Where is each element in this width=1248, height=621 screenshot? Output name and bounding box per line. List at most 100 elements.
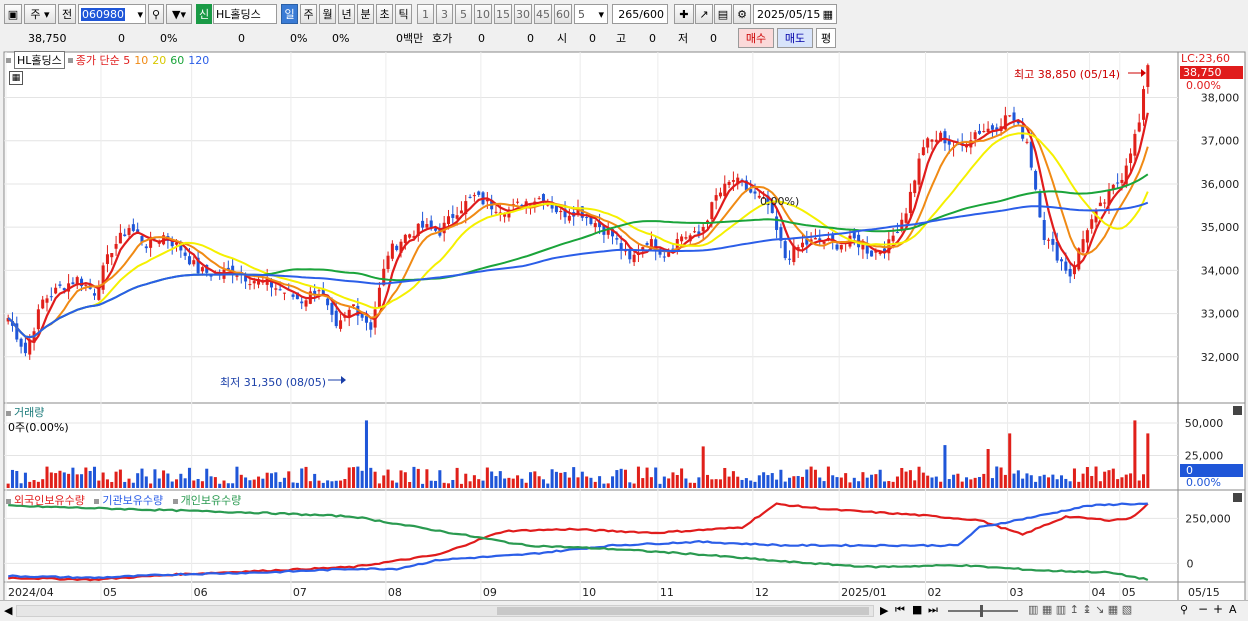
x-tick-label: 10 — [582, 586, 596, 599]
candle-body — [710, 202, 714, 220]
minute-option-45[interactable]: 45 — [534, 4, 552, 24]
candle-body — [874, 250, 878, 253]
volume-bar — [507, 477, 511, 488]
eval-button[interactable]: 평 — [816, 28, 836, 48]
minute-option-3[interactable]: 3 — [436, 4, 453, 24]
volume-bar — [434, 480, 438, 488]
period-tab-day[interactable]: 일 — [281, 4, 298, 24]
candle-body — [671, 248, 675, 250]
date-field[interactable]: 2025/05/15 ▦ — [753, 4, 837, 24]
zoom-out-icon[interactable]: − — [1198, 602, 1209, 616]
volume-bar — [697, 477, 701, 488]
speaker-icon[interactable]: ▼▾ — [166, 4, 192, 24]
volume-bar — [809, 466, 813, 488]
chart-menu-icon[interactable]: ▣ — [4, 4, 22, 24]
period-tab-year[interactable]: 년 — [338, 4, 355, 24]
scroll-right-icon[interactable]: ▶ — [880, 604, 889, 617]
volume-bar — [658, 483, 662, 488]
prev-button[interactable]: 전 — [58, 4, 76, 24]
volume-bar — [10, 469, 14, 488]
candle-body — [352, 304, 356, 306]
holding-close-icon[interactable] — [1233, 493, 1242, 502]
volume-bar — [321, 482, 325, 488]
gear-icon[interactable]: ⚙ — [733, 4, 751, 24]
volume-bar — [779, 469, 783, 488]
stock-name-legend[interactable]: HL홀딩스 — [14, 51, 65, 69]
stock-chart[interactable]: 32,000 33,000 34,000 35,000 36,000 37,000 38,0… — [0, 50, 1248, 621]
candle-body — [757, 195, 761, 198]
volume-bar — [425, 469, 429, 488]
ma5-line — [7, 112, 1149, 344]
grid-toggle-icon[interactable]: ▦ — [9, 71, 23, 85]
volume-bar — [632, 483, 636, 488]
volume-bar — [541, 479, 545, 488]
volume-bar — [157, 478, 161, 488]
volume-bar — [537, 476, 541, 488]
volume-bar — [943, 445, 947, 488]
candle-body — [1137, 122, 1141, 132]
text-size-icon[interactable]: A — [1229, 603, 1237, 616]
buy-button[interactable]: 매수 — [738, 28, 774, 48]
play-next-icon[interactable]: ⏭ — [928, 603, 938, 616]
volume-bar — [654, 467, 658, 488]
scrollbar-thumb[interactable] — [497, 607, 869, 615]
save-icon[interactable]: ▤ — [714, 4, 732, 24]
minute-option-30[interactable]: 30 — [514, 4, 532, 24]
interval-select[interactable]: 5 ▾ — [574, 4, 608, 24]
period-type-select[interactable]: 주 ▾ — [24, 4, 56, 24]
minute-option-5[interactable]: 5 — [455, 4, 472, 24]
scrollbar-track[interactable] — [16, 605, 874, 617]
layout-icon[interactable]: ▥ ▦ ▥ ↥ ↨ ↘ ▦ ▧ — [1028, 603, 1133, 616]
candle-body — [882, 248, 887, 252]
period-tab-minute[interactable]: 분 — [357, 4, 374, 24]
stop-icon[interactable]: ■ — [912, 603, 923, 616]
scroll-left-icon[interactable]: ◀ — [4, 604, 13, 617]
volume-current: 0주(0.00%) — [8, 421, 69, 434]
volume-bar — [684, 478, 688, 488]
period-tab-second[interactable]: 초 — [376, 4, 393, 24]
minute-option-10[interactable]: 10 — [474, 4, 492, 24]
minute-option-15[interactable]: 15 — [494, 4, 512, 24]
quote-change: 0 — [118, 31, 125, 45]
zoom-thumb[interactable] — [980, 605, 983, 617]
candle-body — [1021, 126, 1025, 139]
individual-legend: 개인보유수량 — [180, 494, 242, 507]
period-tab-tick[interactable]: 틱 — [395, 4, 412, 24]
period-tab-week[interactable]: 주 — [300, 4, 317, 24]
volume-close-icon[interactable] — [1233, 406, 1242, 415]
stock-name-field[interactable]: HL홀딩스 — [213, 4, 277, 24]
search-icon[interactable]: ⚲ — [148, 4, 164, 24]
tool-icon[interactable]: ↗ — [695, 4, 713, 24]
candle-body — [1111, 184, 1115, 190]
candle-body — [196, 257, 200, 274]
candle-body — [28, 339, 32, 355]
volume-bar — [382, 475, 386, 488]
crosshair-icon[interactable]: ✚ — [674, 4, 694, 24]
volume-legend: 거래량 — [6, 404, 44, 420]
volume-bar — [468, 481, 472, 488]
volume-bar — [913, 480, 917, 488]
minute-option-60[interactable]: 60 — [554, 4, 572, 24]
volume-bar — [1077, 481, 1081, 488]
period-tab-month[interactable]: 월 — [319, 4, 336, 24]
chevron-down-icon: ▾ — [598, 7, 604, 21]
minute-option-1[interactable]: 1 — [417, 4, 434, 24]
candle-body — [1034, 171, 1038, 190]
individual-holding-line — [8, 504, 1149, 582]
quote-change-pct: 0% — [160, 31, 178, 45]
zoom-in-icon[interactable]: + — [1213, 602, 1224, 616]
zoom-slider[interactable] — [948, 610, 1018, 612]
candle-body — [1072, 265, 1076, 275]
candle-body — [831, 233, 835, 241]
zoom-search-icon[interactable]: ⚲ — [1180, 603, 1189, 616]
volume-bar — [386, 469, 390, 488]
play-prev-icon[interactable]: ⏮ — [895, 603, 905, 616]
stock-code-input[interactable]: 060980 ▾ — [78, 4, 146, 24]
count-field[interactable]: 265/600 — [612, 4, 668, 24]
candle-body — [123, 234, 127, 237]
candle-body — [131, 224, 135, 231]
volume-bar — [269, 473, 274, 488]
foreign-legend: 외국인보유수량 — [14, 494, 85, 507]
sell-button[interactable]: 매도 — [777, 28, 813, 48]
x-tick-label: 08 — [388, 586, 402, 599]
